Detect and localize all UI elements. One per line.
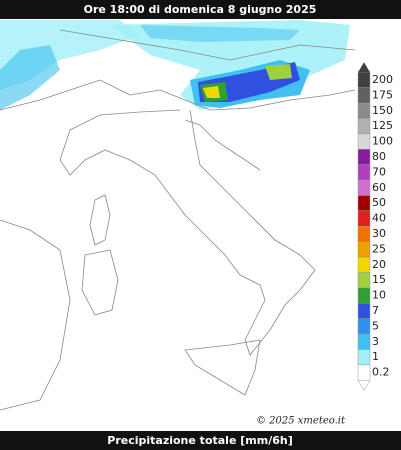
legend-swatch bbox=[357, 241, 371, 258]
italy-coast bbox=[59, 109, 316, 356]
legend: 200 175 150 125 100 80 70 60 50 40 30 25 20 15 10 7 5 3 1 0… bbox=[357, 62, 393, 391]
rain-area bbox=[203, 86, 220, 98]
rain-area bbox=[110, 20, 350, 110]
legend-swatch bbox=[357, 164, 371, 181]
legend-swatch bbox=[357, 210, 371, 227]
legend-swatch bbox=[357, 272, 371, 289]
legend-swatch bbox=[357, 318, 371, 335]
legend-arrow bbox=[357, 380, 371, 391]
legend-swatch bbox=[357, 256, 371, 273]
legend-swatch bbox=[357, 303, 371, 319]
legend-label: 0.2 bbox=[372, 366, 390, 379]
legend-swatch bbox=[357, 102, 371, 119]
legend-label: 40 bbox=[372, 212, 386, 225]
legend-label: 1 bbox=[372, 350, 379, 363]
border bbox=[59, 29, 356, 61]
legend-label: 15 bbox=[372, 273, 386, 286]
rain-area bbox=[265, 64, 292, 80]
legend-label: 125 bbox=[372, 119, 393, 132]
sicily bbox=[184, 339, 261, 396]
legend-arrow bbox=[358, 62, 370, 73]
legend-label: 60 bbox=[372, 181, 386, 194]
rain-area bbox=[0, 45, 60, 110]
legend-label: 10 bbox=[372, 289, 386, 302]
title: Ore 18:00 di domenica 8 giugno 2025 bbox=[84, 3, 317, 16]
footer-label: Precipitazione totale [mm/6h] bbox=[107, 434, 292, 447]
legend-swatch bbox=[357, 149, 371, 165]
legend-label: 7 bbox=[372, 304, 379, 317]
legend-label: 200 bbox=[372, 73, 393, 86]
legend-label: 30 bbox=[372, 227, 386, 240]
coast bbox=[0, 219, 71, 411]
legend-swatch bbox=[357, 287, 371, 304]
map bbox=[0, 20, 356, 411]
border bbox=[0, 79, 356, 111]
corsica bbox=[89, 194, 111, 246]
legend-label: 70 bbox=[372, 165, 386, 178]
legend-label: 20 bbox=[372, 258, 386, 271]
legend-label: 50 bbox=[372, 196, 386, 209]
sardinia bbox=[81, 249, 119, 316]
legend-swatch bbox=[357, 333, 371, 350]
legend-swatch bbox=[357, 364, 371, 381]
legend-label: 175 bbox=[372, 88, 393, 101]
legend-label: 80 bbox=[372, 150, 386, 163]
legend-swatch bbox=[357, 118, 371, 135]
coast bbox=[184, 119, 261, 171]
header-bar bbox=[0, 0, 401, 19]
legend-swatch bbox=[357, 226, 371, 242]
legend-label: 100 bbox=[372, 135, 393, 148]
footer-bar bbox=[0, 431, 401, 450]
legend-swatch bbox=[357, 179, 371, 196]
legend-swatch bbox=[357, 133, 371, 150]
legend-swatch bbox=[357, 87, 371, 104]
legend-swatch bbox=[357, 72, 371, 88]
legend-label: 25 bbox=[372, 242, 386, 255]
legend-swatch bbox=[357, 349, 371, 366]
legend-swatch bbox=[357, 195, 371, 212]
legend-label: 3 bbox=[372, 335, 379, 348]
credit: © 2025 xmeteo.it bbox=[256, 416, 346, 427]
rain-area bbox=[140, 25, 300, 42]
legend-label: 150 bbox=[372, 104, 393, 117]
legend-label: 5 bbox=[372, 319, 379, 332]
